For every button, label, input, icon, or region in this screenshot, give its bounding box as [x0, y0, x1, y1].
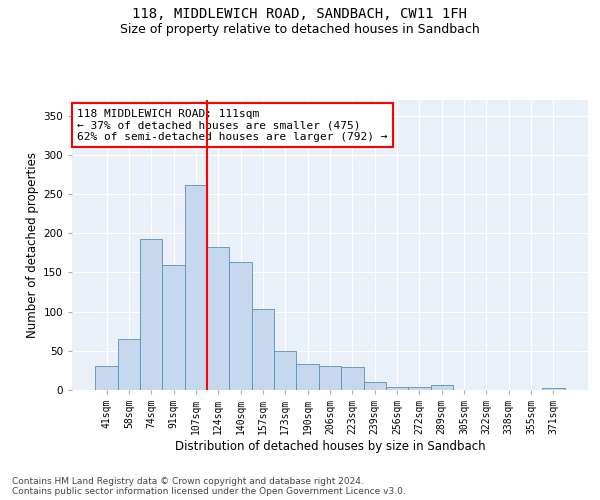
Bar	[274, 351, 296, 390]
Bar	[296, 364, 319, 390]
Bar	[163, 264, 185, 390]
Text: Contains HM Land Registry data © Crown copyright and database right 2024.: Contains HM Land Registry data © Crown c…	[12, 477, 364, 486]
Bar	[95, 366, 118, 390]
Bar	[207, 246, 229, 390]
Text: Contains public sector information licensed under the Open Government Licence v3: Contains public sector information licen…	[12, 487, 406, 496]
Bar	[542, 388, 565, 390]
Bar	[408, 387, 431, 390]
Text: 118 MIDDLEWICH ROAD: 111sqm
← 37% of detached houses are smaller (475)
62% of se: 118 MIDDLEWICH ROAD: 111sqm ← 37% of det…	[77, 108, 388, 142]
Bar	[431, 386, 453, 390]
Text: 118, MIDDLEWICH ROAD, SANDBACH, CW11 1FH: 118, MIDDLEWICH ROAD, SANDBACH, CW11 1FH	[133, 8, 467, 22]
Text: Size of property relative to detached houses in Sandbach: Size of property relative to detached ho…	[120, 22, 480, 36]
Bar	[364, 382, 386, 390]
Bar	[319, 366, 341, 390]
Bar	[252, 310, 274, 390]
Y-axis label: Number of detached properties: Number of detached properties	[26, 152, 39, 338]
Bar	[386, 387, 408, 390]
Bar	[118, 339, 140, 390]
Bar	[229, 262, 252, 390]
Bar	[341, 368, 364, 390]
Bar	[185, 186, 207, 390]
X-axis label: Distribution of detached houses by size in Sandbach: Distribution of detached houses by size …	[175, 440, 485, 453]
Bar	[140, 238, 163, 390]
